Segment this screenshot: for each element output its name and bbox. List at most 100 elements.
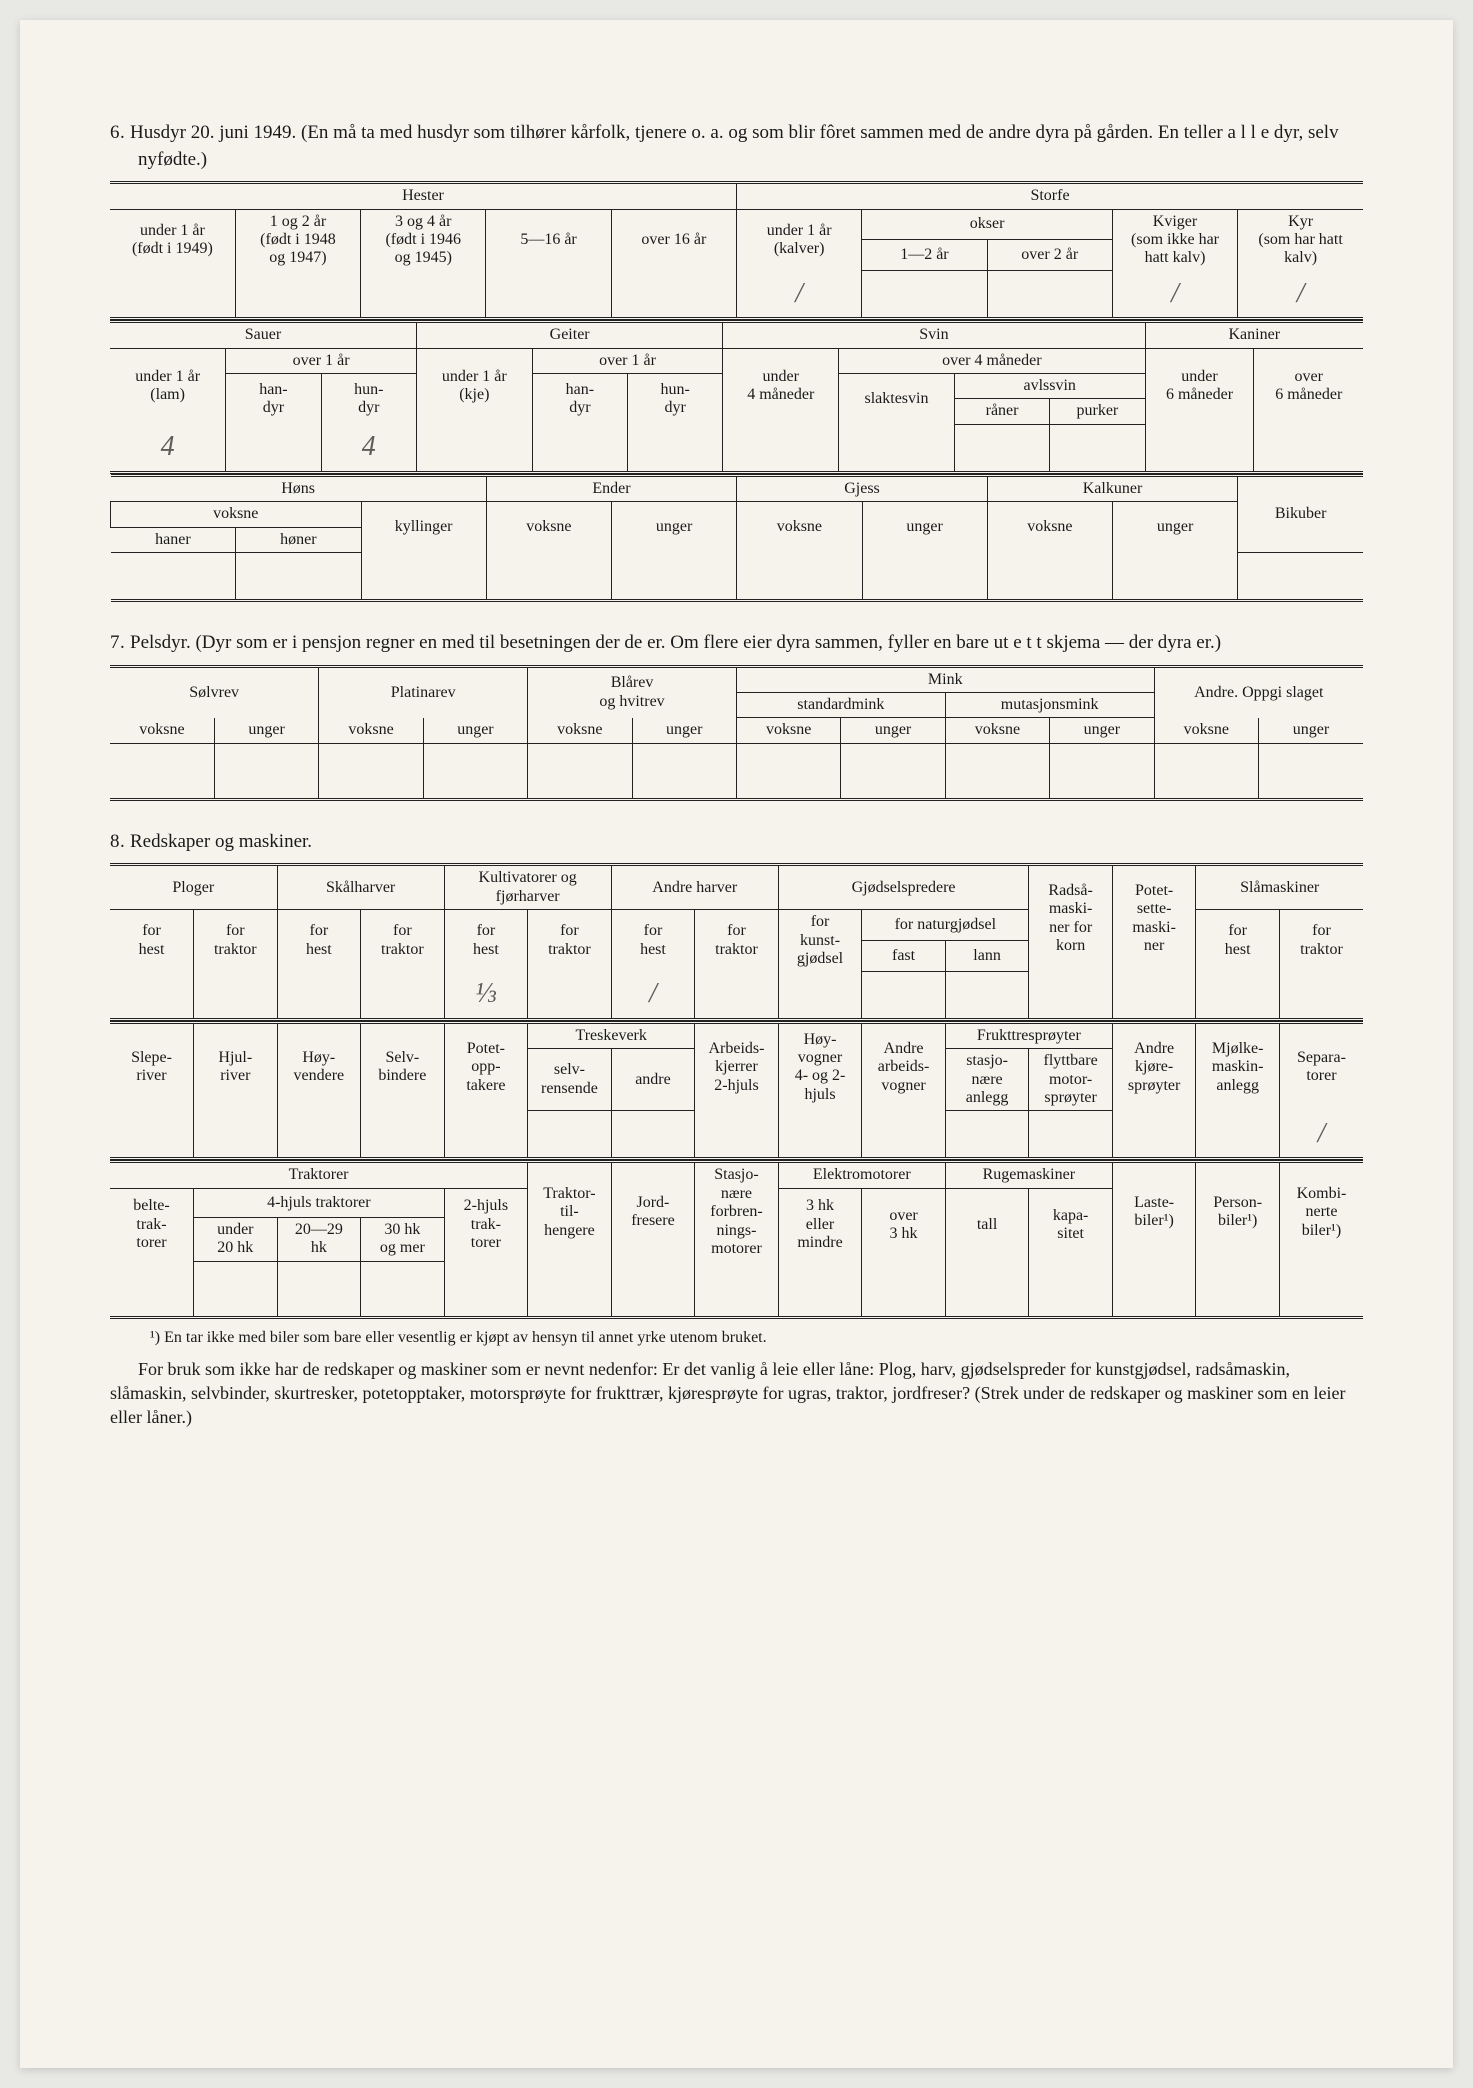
v83-14[interactable] — [1279, 1261, 1363, 1317]
v7-9[interactable] — [1050, 743, 1154, 799]
v82-14[interactable]: / — [1279, 1111, 1363, 1159]
v83-10[interactable] — [945, 1261, 1029, 1317]
v6t1-2[interactable] — [361, 271, 486, 319]
v82-12[interactable] — [1112, 1111, 1196, 1159]
v81-5[interactable] — [528, 971, 612, 1019]
h82-hoyv: Høy-vogner4- og 2-hjuls — [778, 1022, 862, 1111]
v6t2-6[interactable] — [723, 424, 839, 472]
v83-6[interactable] — [611, 1261, 695, 1317]
v82-9[interactable] — [862, 1111, 946, 1159]
v6t2-1[interactable] — [226, 424, 321, 472]
h-stdmink: standardmink — [736, 692, 945, 717]
v81-13[interactable] — [1196, 971, 1280, 1019]
v83-3[interactable] — [361, 1261, 445, 1317]
v7-5[interactable] — [632, 743, 736, 799]
h-sau-o1: over 1 år — [226, 348, 417, 373]
v83-0[interactable] — [110, 1261, 194, 1317]
v6t2-0[interactable]: 4 — [110, 424, 226, 472]
v83-8[interactable] — [778, 1261, 862, 1317]
v7-4[interactable] — [528, 743, 632, 799]
v6t3-7[interactable] — [987, 552, 1112, 600]
v82-4[interactable] — [444, 1111, 528, 1159]
v6t1-6[interactable] — [862, 271, 987, 319]
v82-5[interactable] — [528, 1111, 612, 1159]
v6t1-0[interactable] — [110, 271, 235, 319]
v83-7[interactable] — [695, 1261, 779, 1317]
v83-12[interactable] — [1112, 1261, 1196, 1317]
v82-6[interactable] — [611, 1111, 695, 1159]
v6t2-7[interactable] — [839, 424, 955, 472]
v82-8[interactable] — [778, 1111, 862, 1159]
v7-2[interactable] — [319, 743, 423, 799]
v81-8[interactable] — [778, 971, 862, 1019]
v7-6[interactable] — [736, 743, 840, 799]
h82-flytt: flyttbaremotor-sprøyter — [1029, 1049, 1113, 1111]
v82-11[interactable] — [1029, 1111, 1113, 1159]
v81-14[interactable] — [1279, 971, 1363, 1019]
h83-kap: kapa-sitet — [1029, 1188, 1113, 1261]
v6t2-11[interactable] — [1254, 424, 1363, 472]
v6t1-9[interactable]: / — [1238, 271, 1363, 319]
v6t3-3[interactable] — [486, 552, 611, 600]
v6t2-9[interactable] — [1050, 424, 1145, 472]
h7-u2: unger — [423, 718, 527, 743]
v7-0[interactable] — [110, 743, 214, 799]
v82-0[interactable] — [110, 1111, 194, 1159]
h-geit-hundyr: hun-dyr — [628, 374, 723, 425]
v81-6[interactable]: / — [611, 971, 695, 1019]
v81-12[interactable] — [1112, 971, 1196, 1019]
v6t3-8[interactable] — [1113, 552, 1238, 600]
v7-8[interactable] — [945, 743, 1049, 799]
v81-0[interactable] — [110, 971, 194, 1019]
v7-11[interactable] — [1258, 743, 1363, 799]
v83-4[interactable] — [444, 1261, 528, 1317]
v6t2-10[interactable] — [1145, 424, 1254, 472]
v83-2[interactable] — [277, 1261, 361, 1317]
v82-1[interactable] — [194, 1111, 278, 1159]
v6t3-1[interactable] — [236, 552, 361, 600]
v6t3-2[interactable] — [361, 552, 486, 600]
v6t1-7[interactable] — [987, 271, 1112, 319]
v82-3[interactable] — [361, 1111, 445, 1159]
v6t2-8[interactable] — [954, 424, 1049, 472]
v6t3-5[interactable] — [737, 552, 862, 600]
v6t1-4[interactable] — [611, 271, 736, 319]
v7-1[interactable] — [214, 743, 318, 799]
v81-9[interactable] — [862, 971, 946, 1019]
v7-7[interactable] — [841, 743, 945, 799]
v6t3-0[interactable] — [111, 552, 236, 600]
v6t3-4[interactable] — [612, 552, 737, 600]
v81-10[interactable] — [945, 971, 1029, 1019]
v6t3-6[interactable] — [862, 552, 987, 600]
v6t1-1[interactable] — [235, 271, 360, 319]
v6t2-3[interactable] — [416, 424, 532, 472]
v6t3-9[interactable] — [1238, 552, 1363, 600]
h-platinarev: Platinarev — [319, 666, 528, 718]
v83-9[interactable] — [862, 1261, 946, 1317]
v6t1-8[interactable]: / — [1112, 271, 1237, 319]
v83-5[interactable] — [528, 1261, 612, 1317]
v83-13[interactable] — [1196, 1261, 1280, 1317]
v6t2-4[interactable] — [532, 424, 627, 472]
v6t2-5[interactable] — [628, 424, 723, 472]
v83-1[interactable] — [194, 1261, 278, 1317]
v82-13[interactable] — [1196, 1111, 1280, 1159]
v6t2-2[interactable]: 4 — [321, 424, 416, 472]
v81-7[interactable] — [695, 971, 779, 1019]
v81-3[interactable] — [361, 971, 445, 1019]
v82-10[interactable] — [945, 1111, 1029, 1159]
v81-4[interactable]: ⅓ — [444, 971, 528, 1019]
v7-3[interactable] — [423, 743, 527, 799]
v6t1-5[interactable]: / — [736, 271, 861, 319]
v81-2[interactable] — [277, 971, 361, 1019]
v81-1[interactable] — [194, 971, 278, 1019]
v6t1-3[interactable] — [486, 271, 611, 319]
v81-11[interactable] — [1029, 971, 1113, 1019]
h-bikuber: Bikuber — [1238, 475, 1363, 552]
v83-11[interactable] — [1029, 1261, 1113, 1317]
h7-u6: unger — [1258, 718, 1363, 743]
v82-7[interactable] — [695, 1111, 779, 1159]
v82-2[interactable] — [277, 1111, 361, 1159]
section7-number: 7. — [110, 632, 125, 653]
v7-10[interactable] — [1154, 743, 1258, 799]
